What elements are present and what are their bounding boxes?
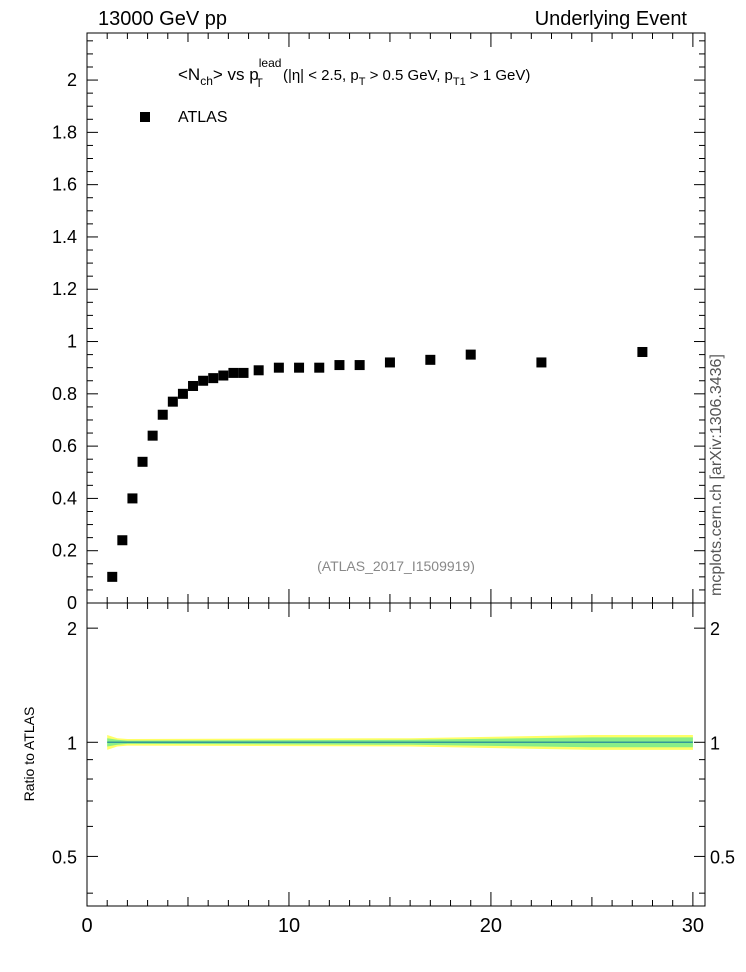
- header-process-label: Underlying Event: [534, 8, 687, 30]
- ratio-y-tick-label-left: 0.5: [52, 847, 77, 867]
- data-point: [314, 362, 325, 373]
- main-data-points: [107, 346, 648, 582]
- main-y-tick-label: 0.6: [52, 436, 77, 456]
- x-tick-label: 10: [278, 915, 300, 937]
- x-tick-label: 30: [682, 915, 704, 937]
- main-y-tick-label: 2: [67, 70, 77, 90]
- ratio-y-tick-label-right: 0.5: [710, 847, 735, 867]
- ratio-plot-frame: [86, 602, 706, 907]
- data-point: [253, 365, 264, 376]
- main-y-tick-label: 0.4: [52, 488, 77, 508]
- data-point: [137, 456, 148, 467]
- data-point: [177, 388, 188, 399]
- data-point: [107, 571, 118, 582]
- main-y-tick-label: 0.8: [52, 384, 77, 404]
- main-y-tick-label: 1: [67, 332, 77, 352]
- x-tick-label: 0: [81, 915, 92, 937]
- data-point: [157, 409, 168, 420]
- main-y-ticks: 0 0.2 0.4 0.6 0.8 1 1.2 1.4 1.6 1.8 2: [52, 33, 705, 613]
- main-y-tick-label: 1.8: [52, 122, 77, 142]
- data-point: [127, 493, 138, 504]
- data-point: [167, 396, 178, 407]
- ratio-y-tick-label-right: 2: [710, 619, 720, 639]
- data-point: [637, 346, 648, 357]
- ratio-ticks: 0.5 0.51 12 20 10 20 30: [52, 603, 735, 937]
- legend-label-atlas: ATLAS: [178, 109, 228, 126]
- ratio-y-tick-label-left: 2: [67, 619, 77, 639]
- data-point: [294, 362, 305, 373]
- data-point: [198, 375, 209, 386]
- data-point: [218, 370, 229, 381]
- data-point: [273, 362, 284, 373]
- x-tick-label: 20: [480, 915, 502, 937]
- ratio-y-tick-label-left: 1: [67, 733, 77, 753]
- data-point: [238, 367, 249, 378]
- ratio-uncertainty-bands: [107, 735, 693, 750]
- data-point: [117, 535, 128, 546]
- data-point: [188, 380, 199, 391]
- main-y-tick-label: 0.2: [52, 541, 77, 561]
- main-y-tick-label: 0: [67, 593, 77, 613]
- ratio-y-axis-label: Ratio to ATLAS: [21, 707, 37, 802]
- data-point: [384, 357, 395, 368]
- data-point: [425, 354, 436, 365]
- side-credit: mcplots.cern.ch [arXiv:1306.3436]: [708, 354, 725, 596]
- header-energy-label: 13000 GeV pp: [98, 8, 227, 30]
- plot-title: <Nch> vs plead T (|η| < 2.5, pT > 0.5 GeV…: [178, 56, 530, 90]
- main-y-tick-label: 1.6: [52, 175, 77, 195]
- data-point: [354, 360, 365, 371]
- data-point: [228, 367, 239, 378]
- data-point: [208, 373, 219, 384]
- ratio-y-tick-label-right: 1: [710, 733, 720, 753]
- data-point: [465, 349, 476, 360]
- data-point: [536, 357, 547, 368]
- analysis-annotation: (ATLAS_2017_I1509919): [317, 558, 475, 574]
- legend-marker-atlas: [140, 112, 150, 122]
- main-y-tick-label: 1.2: [52, 279, 77, 299]
- main-y-tick-label: 1.4: [52, 227, 77, 247]
- data-point: [147, 430, 158, 441]
- data-point: [334, 360, 345, 371]
